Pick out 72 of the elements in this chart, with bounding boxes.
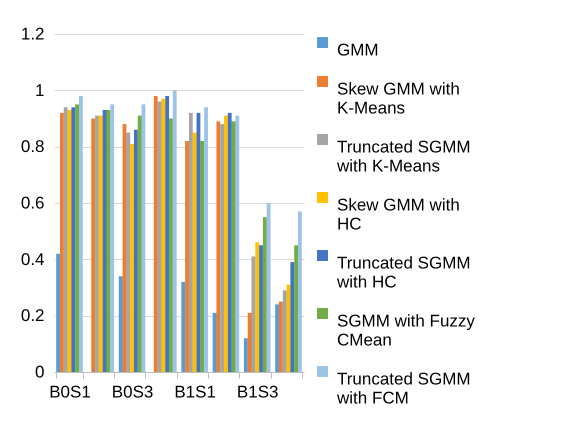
x-tick-label: B0S1 xyxy=(49,382,91,402)
bar xyxy=(224,116,228,372)
bar xyxy=(95,116,99,372)
bar xyxy=(142,104,146,372)
bar xyxy=(75,104,79,372)
bar xyxy=(279,302,283,372)
bar xyxy=(188,112,193,372)
bar xyxy=(165,96,170,372)
bar xyxy=(286,284,290,372)
bar xyxy=(255,242,260,372)
bar xyxy=(185,141,189,372)
x-tick-label: B1S1 xyxy=(174,382,216,402)
bar xyxy=(68,110,72,372)
y-tick-label: 0.2 xyxy=(20,306,44,326)
bar xyxy=(228,112,232,372)
legend-label: SGMM with Fuzzy CMean xyxy=(337,312,476,350)
bar xyxy=(220,124,224,372)
y-tick-label: 0.4 xyxy=(20,250,44,269)
bar xyxy=(98,116,103,372)
bar xyxy=(118,276,123,372)
bar xyxy=(64,107,68,372)
bar xyxy=(126,132,130,372)
legend-label: Truncated SGMM with HC xyxy=(336,254,471,292)
bar xyxy=(91,118,96,372)
bar xyxy=(71,107,76,372)
bar xyxy=(262,217,267,372)
bar xyxy=(232,121,236,372)
legend-label: Skew GMM with HC xyxy=(337,196,460,234)
y-tick-label: 0.6 xyxy=(20,194,44,212)
bar xyxy=(130,144,134,372)
bar xyxy=(282,290,287,372)
x-tick-label: B0S3 xyxy=(112,382,154,402)
bar xyxy=(161,98,166,372)
bar xyxy=(196,112,200,372)
bar xyxy=(181,282,186,372)
y-tick-label: 1.2 xyxy=(20,24,44,44)
bar xyxy=(200,141,204,372)
bar xyxy=(60,112,64,372)
bar xyxy=(169,118,173,372)
bar xyxy=(110,104,114,372)
bar xyxy=(78,96,83,372)
bar xyxy=(172,90,177,372)
legend-label: Skew GMM with K-Means xyxy=(337,80,460,118)
bar xyxy=(294,245,298,372)
bar xyxy=(106,110,110,372)
bar xyxy=(259,245,263,372)
legend-label: GMM xyxy=(337,40,379,60)
bar xyxy=(298,211,302,372)
bar xyxy=(266,203,271,372)
bar xyxy=(204,107,208,372)
y-tick-label: 0.8 xyxy=(20,137,44,156)
bar xyxy=(158,102,162,372)
bar xyxy=(122,124,126,372)
legend-label: Truncated SGMM with K-Means xyxy=(336,138,471,176)
bar xyxy=(275,304,280,372)
bar xyxy=(102,110,106,372)
x-tick-label: B1S3 xyxy=(236,382,279,402)
legend-label: Truncated SGMM with FCM xyxy=(336,370,471,408)
bar xyxy=(244,338,248,372)
bar xyxy=(248,312,252,372)
bar xyxy=(138,116,142,372)
bar xyxy=(192,132,197,372)
bar xyxy=(290,262,294,372)
y-tick-label: 1 xyxy=(35,80,44,100)
bar xyxy=(216,121,220,372)
bar xyxy=(56,254,60,372)
y-tick-label: 0 xyxy=(35,362,44,382)
bar xyxy=(134,130,138,372)
bar xyxy=(212,312,216,372)
bar xyxy=(252,256,256,372)
bar xyxy=(235,116,240,372)
bar xyxy=(154,96,158,372)
